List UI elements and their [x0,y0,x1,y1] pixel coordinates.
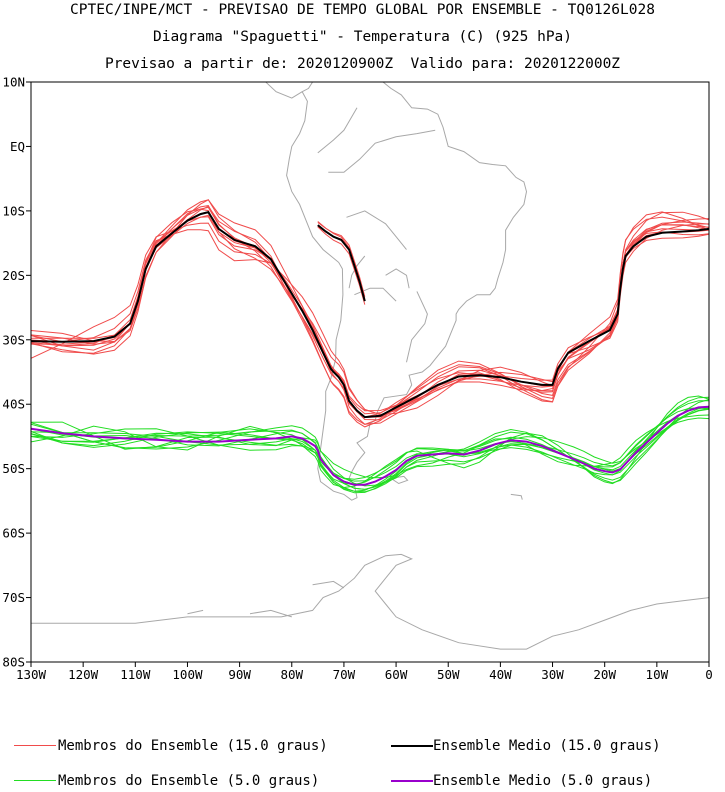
member-line-mean_5-2-2 [31,400,709,490]
y-tick-label: 70S [2,590,25,605]
chart-title-line-1: CPTEC/INPE/MCT - PREVISAO DE TEMPO GLOBA… [70,2,655,18]
member-line-mean_5-2-12 [31,417,709,487]
x-tick-label: 20W [593,667,616,682]
legend-label-members-15: Membros do Ensemble (15.0 graus) [58,738,328,754]
y-tick-label: 20S [2,268,25,283]
south-america-coastline [286,82,528,501]
country-border-5 [317,107,358,154]
legend-label-members-5: Membros do Ensemble (5.0 graus) [58,773,320,789]
country-border-6 [406,291,428,363]
country-border-2 [385,268,410,289]
ensemble-series-layer [31,199,709,494]
y-tick-label: 30S [2,332,25,347]
member-line-mean_15-0-10 [31,205,709,412]
x-tick-label: 80W [280,667,303,682]
x-tick-label: 100W [172,667,203,682]
x-tick-label: 60W [385,667,408,682]
x-tick-label: 10W [646,667,669,682]
chart-title-line-2: Diagrama "Spaguetti" - Temperatura (C) (… [152,29,573,45]
member-line-mean_5-2-10 [31,407,709,482]
legend-swatch-mean-5 [391,780,433,782]
x-tick-label: 40W [489,667,512,682]
x-tick-label: 50W [437,667,460,682]
chart-title-line-3: Previsao a partir de: 2020120900Z Valido… [104,56,621,72]
south-georgia [510,493,523,500]
antarctic-island-1 [249,609,292,618]
y-tick-label: 40S [2,397,25,412]
mean-line-mean_15-0 [31,211,709,419]
x-tick-label: 30W [541,667,564,682]
antarctica-coastline [31,553,709,650]
y-tick-label: 10N [2,75,25,90]
y-tick-label: 10S [2,203,25,218]
x-tick-label: 0 [705,667,713,682]
mean-line-mean_15-1 [317,224,366,302]
antarctic-island-3 [312,580,345,589]
x-tick-label: 130W [16,667,47,682]
x-tick-label: 120W [68,667,99,682]
plot-frame [30,81,710,663]
y-tick-label: EQ [10,139,25,154]
axes-layer: 130W 120W 110W 100W 90W 80W 70W 60W 50W 40W 30W 20W… [2,75,712,683]
antarctic-island-2 [187,609,204,615]
country-border-4 [328,129,436,173]
member-line-mean_5-2-5 [31,407,709,485]
x-tick-label: 90W [228,667,251,682]
legend-label-mean-15: Ensemble Medio (15.0 graus) [433,738,661,754]
y-tick-label: 60S [2,526,25,541]
member-line-mean_5-2-7 [31,406,709,485]
y-tick-label: 80S [2,655,25,670]
member-line-mean_15-1-3 [317,226,366,305]
x-tick-label: 70W [333,667,356,682]
legend-swatch-members-5 [14,780,56,781]
legend-swatch-members-15 [14,745,56,746]
y-tick-label: 50S [2,461,25,476]
map-layer [31,82,709,650]
country-border-3 [346,210,407,250]
x-tick-label: 110W [120,667,151,682]
legend-swatch-mean-15 [391,745,433,747]
legend-label-mean-5: Ensemble Medio (5.0 graus) [433,773,653,789]
member-line-mean_5-2-11 [31,395,709,489]
mean-line-mean_5-2 [31,405,709,486]
falkland-islands [389,475,409,485]
central-america-coastline [229,82,303,99]
spaghetti-chart: 130W 120W 110W 100W 90W 80W 70W 60W 50W 40W 30W 20W… [2,75,712,683]
